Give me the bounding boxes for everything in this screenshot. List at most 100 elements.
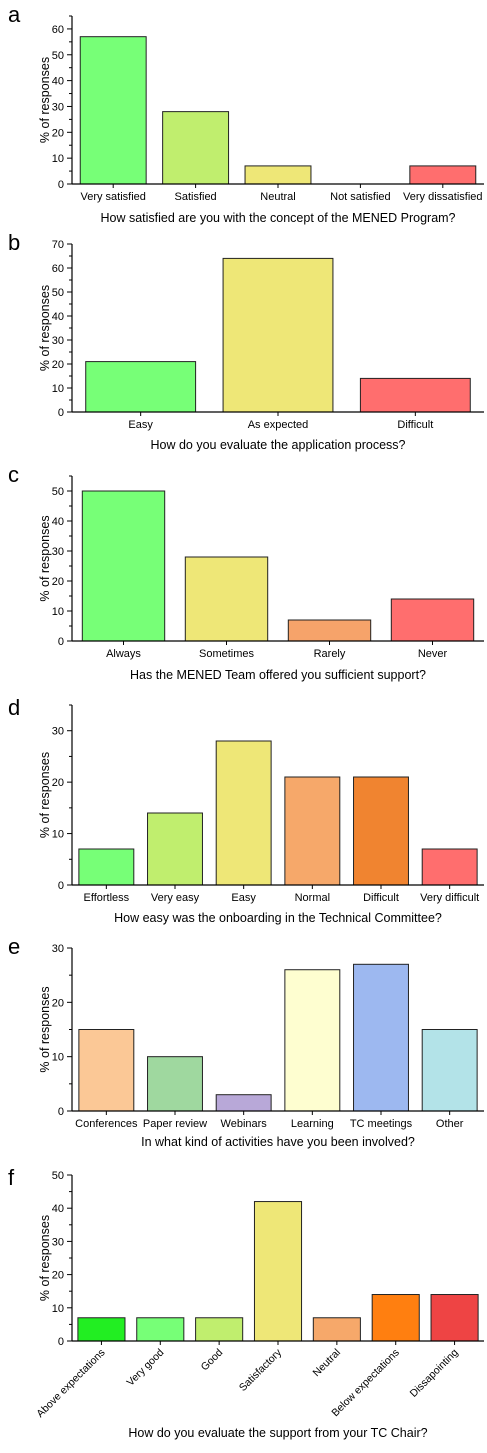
x-tick-label: Easy <box>231 892 256 904</box>
x-tick-label: Conferences <box>75 1118 138 1130</box>
y-tick-label: 50 <box>52 287 64 299</box>
bar <box>430 1294 479 1342</box>
y-tick-label: 20 <box>52 997 64 1009</box>
x-axis-label: How do you evaluate the application proc… <box>150 438 405 452</box>
x-tick-label: Very dissatisfied <box>403 191 482 203</box>
panel-letter: e <box>8 934 20 959</box>
chart-panel-d: d 0 10 20 30 Effortless Very easy Easy Normal Dif… <box>8 695 484 925</box>
y-tick-label: 50 <box>52 50 64 62</box>
x-tick-label: Difficult <box>363 892 399 904</box>
bar <box>195 1317 244 1342</box>
x-tick-label: Very difficult <box>420 892 479 904</box>
x-tick-label: Above expectations <box>34 1347 107 1420</box>
bar <box>215 1094 272 1112</box>
y-tick-label: 0 <box>58 1336 64 1348</box>
y-tick-label: 20 <box>52 1270 64 1282</box>
chart-panel-b: b 0 10 20 30 40 50 60 70 Easy As expected Difficult… <box>8 230 484 452</box>
y-tick-label: 0 <box>58 407 64 419</box>
y-axis-label: % of responses <box>38 285 52 371</box>
bar <box>79 36 147 185</box>
panel-letter: c <box>8 462 19 487</box>
panel-letter: a <box>8 2 21 27</box>
y-tick-label: 10 <box>52 153 64 165</box>
y-axis-label: % of responses <box>38 986 52 1072</box>
bar <box>359 377 471 413</box>
y-tick-label: 30 <box>52 1236 64 1248</box>
panel-letter: f <box>8 1165 15 1190</box>
x-tick-label: Dissapointing <box>408 1347 461 1400</box>
y-tick-label: 30 <box>52 335 64 347</box>
y-tick-label: 0 <box>58 179 64 191</box>
x-tick-label: Satisfied <box>174 191 216 203</box>
y-tick-label: 20 <box>52 127 64 139</box>
x-tick-label: Effortless <box>84 892 130 904</box>
bar <box>147 812 203 886</box>
bar <box>81 490 166 642</box>
bar <box>77 1317 126 1342</box>
x-tick-label: Very easy <box>151 892 200 904</box>
y-tick-label: 20 <box>52 576 64 588</box>
y-tick-label: 30 <box>52 546 64 558</box>
y-tick-label: 10 <box>52 829 64 841</box>
y-axis-label: % of responses <box>38 752 52 838</box>
y-tick-label: 50 <box>52 486 64 498</box>
x-tick-label: Webinars <box>221 1118 268 1130</box>
x-tick-label: Very satisfied <box>80 191 145 203</box>
bar <box>162 111 230 185</box>
y-tick-label: 10 <box>52 1303 64 1315</box>
bar <box>287 619 372 642</box>
x-tick-label: Neutral <box>260 191 295 203</box>
bar <box>147 1056 203 1112</box>
bar <box>390 598 475 642</box>
x-tick-label: Normal <box>295 892 330 904</box>
y-tick-label: 0 <box>58 636 64 648</box>
y-tick-label: 40 <box>52 516 64 528</box>
bar <box>284 969 341 1112</box>
y-tick-label: 40 <box>52 76 64 88</box>
x-tick-label: Learning <box>291 1118 334 1130</box>
y-tick-label: 70 <box>52 239 64 251</box>
y-tick-label: 0 <box>58 880 64 892</box>
x-axis-label: Has the MENED Team offered you sufficien… <box>130 668 426 682</box>
bar <box>421 1029 478 1112</box>
bar <box>78 848 135 886</box>
chart-panel-a: a 0 10 20 30 40 50 60 Very satisfied Satisfied Neu… <box>8 2 484 225</box>
x-tick-label: Good <box>199 1347 226 1374</box>
x-axis-label: In what kind of activities have you been… <box>141 1135 415 1149</box>
y-tick-label: 30 <box>52 943 64 955</box>
y-tick-label: 20 <box>52 359 64 371</box>
bar <box>284 776 341 886</box>
y-axis-label: % of responses <box>38 1215 52 1301</box>
y-tick-label: 40 <box>52 1203 64 1215</box>
x-axis-label: How satisfied are you with the concept o… <box>100 211 455 225</box>
y-axis-label: % of responses <box>38 515 52 601</box>
y-tick-label: 10 <box>52 606 64 618</box>
bar <box>371 1294 420 1342</box>
y-tick-label: 10 <box>52 383 64 395</box>
y-tick-label: 40 <box>52 311 64 323</box>
x-axis-label: How easy was the onboarding in the Techn… <box>114 911 442 925</box>
x-tick-label: As expected <box>248 419 309 431</box>
bar <box>353 963 409 1112</box>
bar <box>85 361 197 413</box>
x-tick-label: Paper review <box>143 1118 207 1130</box>
x-tick-label: Satisfactory <box>237 1346 285 1394</box>
x-tick-label: Very good <box>124 1347 166 1389</box>
x-tick-label: TC meetings <box>350 1118 413 1130</box>
y-tick-label: 30 <box>52 726 64 738</box>
x-tick-label: Easy <box>128 419 153 431</box>
y-tick-label: 60 <box>52 24 64 36</box>
x-tick-label: Always <box>106 648 141 660</box>
y-axis-label: % of responses <box>38 57 52 143</box>
y-tick-label: 30 <box>52 101 64 113</box>
x-tick-label: Other <box>436 1118 464 1130</box>
bar <box>353 776 409 886</box>
panel-letter: d <box>8 695 20 720</box>
bar <box>421 848 478 886</box>
y-tick-label: 10 <box>52 1052 64 1064</box>
y-tick-label: 0 <box>58 1106 64 1118</box>
x-tick-label: Difficult <box>397 419 433 431</box>
y-tick-label: 50 <box>52 1170 64 1182</box>
